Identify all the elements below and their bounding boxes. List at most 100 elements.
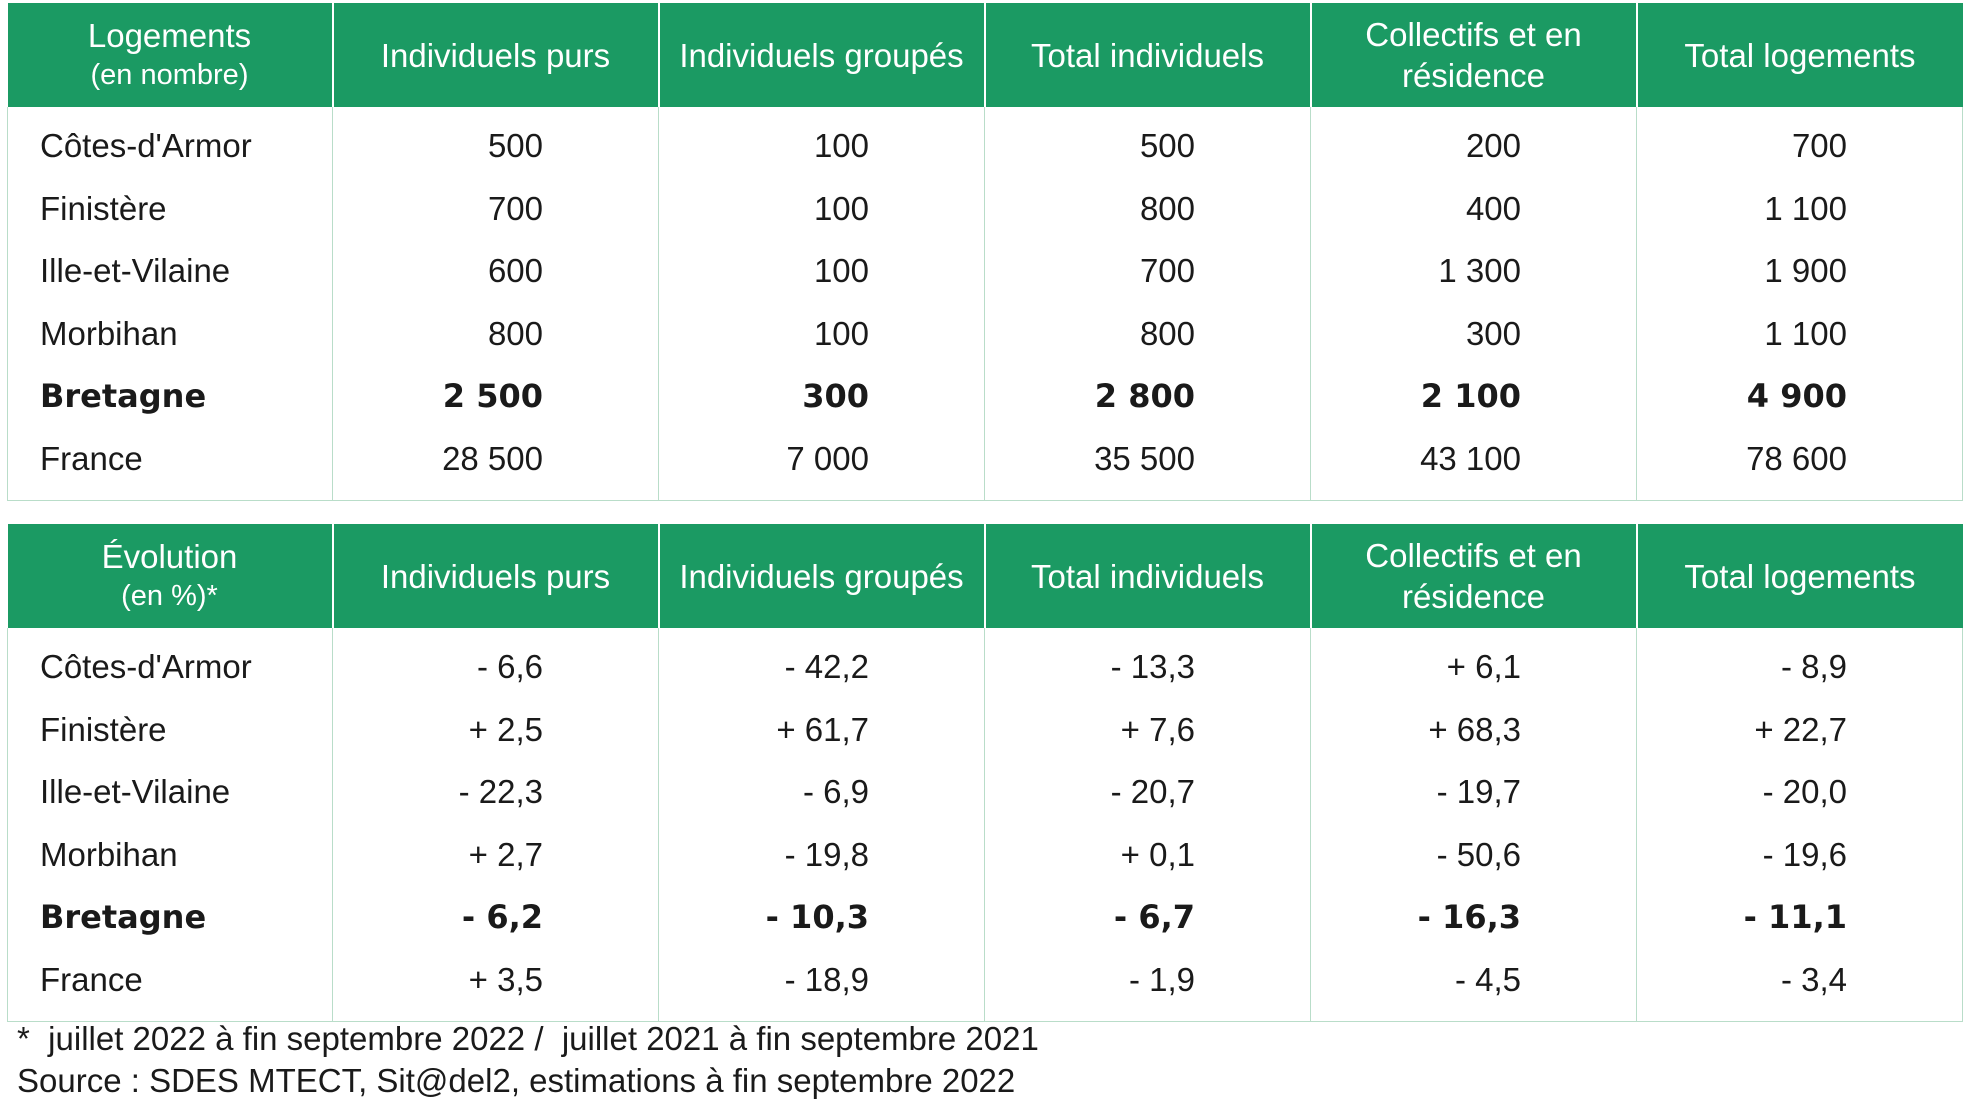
cell-value: + 22,7 <box>1636 698 1963 761</box>
cell-value: 500 <box>332 107 659 178</box>
header-cell-collectifs: Collectifs et en résidence <box>1310 524 1638 628</box>
cell-value: - 19,8 <box>658 823 985 886</box>
cell-value: 300 <box>1310 302 1637 365</box>
period-footnote: * juillet 2022 à fin septembre 2022 / ju… <box>17 1020 1039 1057</box>
cell-value: + 2,5 <box>332 698 659 761</box>
cell-value: 28 500 <box>332 427 659 501</box>
cell-value: 1 300 <box>1310 240 1637 303</box>
header-cell-region: Logements (en nombre) <box>7 3 334 107</box>
table-row: Côtes-d'Armor 500 100 500 200 700 <box>8 107 1963 178</box>
header-row: Logements (en nombre) Individuels purs In… <box>7 3 1963 107</box>
cell-value: - 6,2 <box>332 886 659 949</box>
cell-value: 7 000 <box>658 427 985 501</box>
header-cell-individuels-groupes: Individuels groupés <box>658 3 986 107</box>
cell-value: - 20,0 <box>1636 761 1963 824</box>
cell-value: 700 <box>332 177 659 240</box>
cell-value: 43 100 <box>1310 427 1637 501</box>
cell-value: - 4,5 <box>1310 948 1637 1022</box>
cell-value: 800 <box>332 302 659 365</box>
table-row: France 28 500 7 000 35 500 43 100 78 600 <box>8 427 1963 501</box>
cell-value: - 19,7 <box>1310 761 1637 824</box>
cell-value: - 10,3 <box>658 886 985 949</box>
housing-evolution-table: Évolution (en %)* Individuels purs Indivi… <box>7 524 1963 1022</box>
cell-value: - 20,7 <box>984 761 1311 824</box>
header-cell-total-logements: Total logements <box>1636 524 1963 628</box>
row-label: Bretagne <box>40 377 207 416</box>
cell-value: - 50,6 <box>1310 823 1637 886</box>
cell-value: 800 <box>984 302 1311 365</box>
cell-value: 600 <box>332 240 659 303</box>
row-label: Finistère <box>40 710 167 748</box>
cell-value: 2 500 <box>332 365 659 428</box>
cell-value: - 11,1 <box>1636 886 1963 949</box>
header-cell-region: Évolution (en %)* <box>7 524 334 628</box>
row-label: France <box>40 439 143 477</box>
row-label: Ille-et-Vilaine <box>40 252 231 290</box>
cell-value: + 0,1 <box>984 823 1311 886</box>
table-row: Ille-et-Vilaine - 22,3 - 6,9 - 20,7 - 19… <box>8 761 1963 824</box>
table-row: Morbihan + 2,7 - 19,8 + 0,1 - 50,6 - 19,… <box>8 823 1963 886</box>
header-cell-individuels-groupes: Individuels groupés <box>658 524 986 628</box>
cell-value: 1 100 <box>1636 302 1963 365</box>
cell-value: 2 100 <box>1310 365 1637 428</box>
header-row: Évolution (en %)* Individuels purs Indivi… <box>7 524 1963 628</box>
cell-value: 78 600 <box>1636 427 1963 501</box>
header-cell-total-logements: Total logements <box>1636 3 1963 107</box>
cell-value: - 3,4 <box>1636 948 1963 1022</box>
cell-value: + 2,7 <box>332 823 659 886</box>
cell-value: 100 <box>658 240 985 303</box>
cell-value: 500 <box>984 107 1311 178</box>
header-cell-total-individuels: Total individuels <box>984 3 1312 107</box>
cell-value: + 6,1 <box>1310 628 1637 699</box>
cell-value: 4 900 <box>1636 365 1963 428</box>
cell-value: - 8,9 <box>1636 628 1963 699</box>
row-label: Ille-et-Vilaine <box>40 773 231 811</box>
row-label: Côtes-d'Armor <box>40 127 252 165</box>
row-label: Bretagne <box>40 898 207 937</box>
cell-value: 700 <box>984 240 1311 303</box>
cell-value: - 6,6 <box>332 628 659 699</box>
cell-value: + 3,5 <box>332 948 659 1022</box>
table-row-total: Bretagne - 6,2 - 10,3 - 6,7 - 16,3 - 11,… <box>8 886 1963 949</box>
cell-value: - 1,9 <box>984 948 1311 1022</box>
cell-value: - 6,7 <box>984 886 1311 949</box>
header-cell-total-individuels: Total individuels <box>984 524 1312 628</box>
cell-value: + 68,3 <box>1310 698 1637 761</box>
cell-value: - 13,3 <box>984 628 1311 699</box>
row-label: Morbihan <box>40 835 178 873</box>
table-row: Morbihan 800 100 800 300 1 100 <box>8 302 1963 365</box>
cell-value: - 19,6 <box>1636 823 1963 886</box>
cell-value: 100 <box>658 177 985 240</box>
header-cell-individuels-purs: Individuels purs <box>332 3 660 107</box>
row-label: Finistère <box>40 189 167 227</box>
header-cell-collectifs: Collectifs et en résidence <box>1310 3 1638 107</box>
table-row: Ille-et-Vilaine 600 100 700 1 300 1 900 <box>8 240 1963 303</box>
source-note: Source : SDES MTECT, Sit@del2, estimatio… <box>17 1062 1016 1099</box>
cell-value: 300 <box>658 365 985 428</box>
housing-count-table: Logements (en nombre) Individuels purs In… <box>7 3 1963 501</box>
cell-value: 100 <box>658 107 985 178</box>
cell-value: - 42,2 <box>658 628 985 699</box>
footnotes: * juillet 2022 à fin septembre 2022 / ju… <box>17 1018 1039 1102</box>
table-row: Finistère + 2,5 + 61,7 + 7,6 + 68,3 + 22… <box>8 698 1963 761</box>
cell-value: - 6,9 <box>658 761 985 824</box>
cell-value: 400 <box>1310 177 1637 240</box>
table-row: Finistère 700 100 800 400 1 100 <box>8 177 1963 240</box>
header-cell-individuels-purs: Individuels purs <box>332 524 660 628</box>
cell-value: 700 <box>1636 107 1963 178</box>
cell-value: 35 500 <box>984 427 1311 501</box>
cell-value: - 16,3 <box>1310 886 1637 949</box>
row-label: France <box>40 960 143 998</box>
cell-value: - 22,3 <box>332 761 659 824</box>
table-row: Côtes-d'Armor - 6,6 - 42,2 - 13,3 + 6,1 … <box>8 628 1963 699</box>
cell-value: + 7,6 <box>984 698 1311 761</box>
cell-value: 100 <box>658 302 985 365</box>
row-label: Côtes-d'Armor <box>40 648 252 686</box>
cell-value: - 18,9 <box>658 948 985 1022</box>
cell-value: + 61,7 <box>658 698 985 761</box>
table-row: France + 3,5 - 18,9 - 1,9 - 4,5 - 3,4 <box>8 948 1963 1022</box>
cell-value: 1 100 <box>1636 177 1963 240</box>
cell-value: 2 800 <box>984 365 1311 428</box>
cell-value: 200 <box>1310 107 1637 178</box>
cell-value: 1 900 <box>1636 240 1963 303</box>
